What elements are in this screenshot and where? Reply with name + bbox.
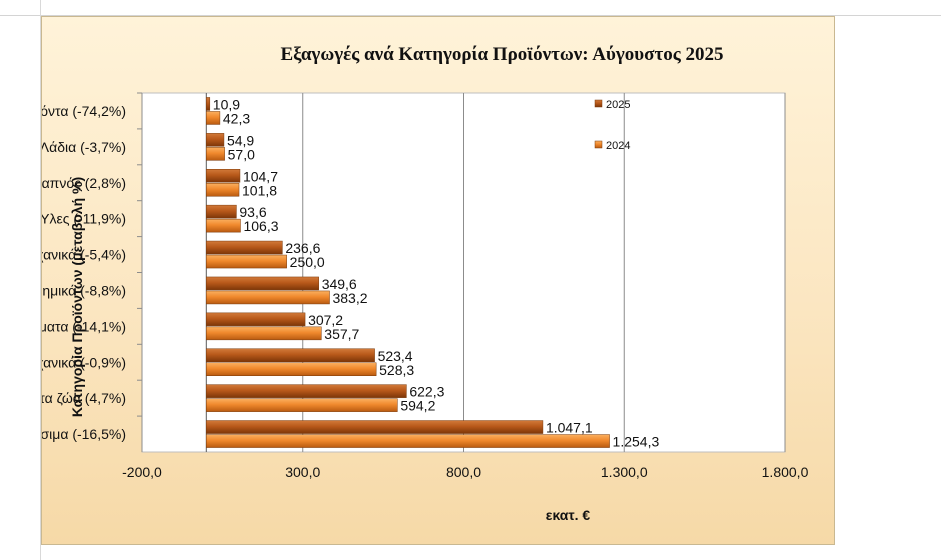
legend-label-2024: 2024 — [606, 140, 630, 152]
category-label: Λάδια (-3,7%) — [42, 139, 126, 155]
bar-2024 — [206, 290, 330, 305]
chart-title: Εξαγωγές ανά Κατηγορία Προϊόντων: Αύγουσ… — [281, 44, 724, 65]
x-axis-title: εκατ. € — [546, 507, 591, 523]
x-tick-label: 300,0 — [285, 464, 320, 480]
bar-2025 — [206, 312, 306, 327]
legend-swatch-2025 — [594, 99, 603, 108]
data-label-2025: 104,7 — [243, 168, 278, 184]
data-label-2024: 383,2 — [332, 290, 367, 306]
data-label-2024: 528,3 — [379, 362, 414, 378]
data-label-2025: 622,3 — [409, 384, 444, 400]
bar-2024 — [206, 111, 221, 125]
category-label: Εμπιστευτικά Προϊόντα (-74,2%) — [42, 103, 126, 119]
data-label-2024: 357,7 — [324, 326, 359, 342]
data-label-2025: 10,9 — [213, 96, 240, 112]
x-tick-label: 1.800,0 — [762, 464, 809, 480]
bar-2025 — [206, 420, 544, 434]
bar-2024 — [206, 183, 240, 197]
category-label: Ποτά & Καπνός (2,8%) — [42, 175, 126, 191]
data-label-2024: 250,0 — [290, 254, 325, 270]
bar-2025 — [206, 348, 375, 362]
chart-panel: Εξαγωγές ανά Κατηγορία Προϊόντων: Αύγουσ… — [41, 16, 835, 545]
bar-2024 — [206, 398, 398, 412]
category-label: Βιομηχανικά (-0,9%) — [42, 354, 126, 370]
bar-2024 — [206, 362, 377, 376]
document-top-border — [0, 15, 941, 16]
data-label-2025: 236,6 — [285, 240, 320, 256]
data-label-2025: 93,6 — [239, 204, 266, 220]
data-label-2025: 307,2 — [308, 312, 343, 328]
bar-2024 — [206, 434, 610, 448]
data-label-2024: 594,2 — [400, 398, 435, 414]
bar-chart: Εξαγωγές ανά Κατηγορία Προϊόντων: Αύγουσ… — [42, 44, 809, 523]
data-label-2024: 57,0 — [228, 146, 255, 162]
data-label-2025: 349,6 — [322, 276, 357, 292]
bar-2024 — [206, 147, 225, 161]
bar-2024 — [206, 254, 287, 269]
document-left-border — [40, 0, 41, 560]
category-label: Τρόφιμα & Ζώντα ζώα (4,7%) — [42, 390, 126, 406]
category-label: Μηχανήματα (-14,1%) — [42, 318, 126, 334]
bar-2025 — [206, 133, 225, 147]
bar-2025 — [206, 97, 211, 111]
x-tick-labels: -200,0 300,0 800,0 1.300,0 1.800,0 — [122, 464, 808, 480]
category-label: Πρώτες Ύλες (-11,9%) — [42, 211, 126, 227]
bar-2025 — [206, 384, 407, 398]
bar-2024 — [206, 218, 241, 233]
bar-2025 — [206, 276, 319, 291]
data-label-2024: 42,3 — [223, 110, 250, 126]
legend-label-2025: 2025 — [606, 99, 630, 111]
bar-2025 — [206, 240, 283, 255]
data-label-2025: 523,4 — [378, 348, 413, 364]
category-label: Διάφορα Βιομηχανικά (-5,4%) — [42, 247, 126, 263]
data-label-2025: 1.047,1 — [546, 420, 593, 436]
data-label-2024: 1.254,3 — [613, 434, 660, 450]
x-tick-label: 800,0 — [446, 464, 481, 480]
x-tick-label: -200,0 — [122, 464, 162, 480]
legend: 2025 2024 — [594, 99, 630, 152]
data-label-2025: 54,9 — [227, 132, 254, 148]
x-tick-label: 1.300,0 — [601, 464, 648, 480]
legend-swatch-2024 — [594, 140, 603, 149]
category-label: Χημικά (-8,8%) — [42, 282, 126, 298]
y-axis-title: Κατηγορία Προϊόντων (μεταβολή %) — [69, 177, 85, 417]
bars — [206, 97, 610, 448]
data-label-2024: 101,8 — [242, 182, 277, 198]
data-label-2024: 106,3 — [243, 218, 278, 234]
category-labels: Εμπιστευτικά Προϊόντα (-74,2%) Λάδια (-3,… — [42, 92, 142, 442]
category-label: Πετρελαιοειδή-Καύσιμα (-16,5%) — [42, 426, 126, 442]
bar-2024 — [206, 326, 322, 341]
bar-2025 — [206, 169, 241, 183]
bar-2025 — [206, 204, 237, 219]
